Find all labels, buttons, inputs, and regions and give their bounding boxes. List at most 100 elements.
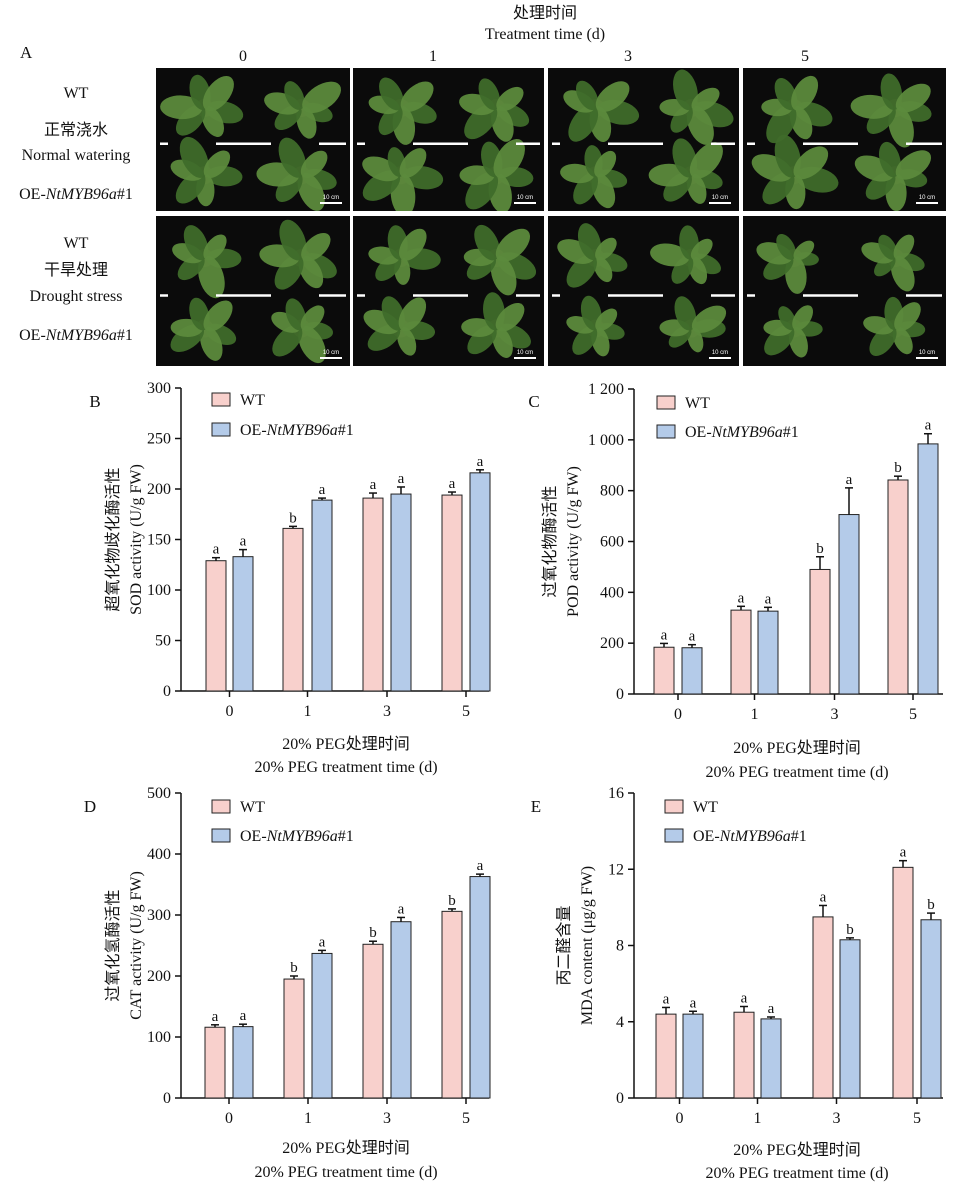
bar-wt-1 [730,609,752,695]
bar-wt-1 [283,978,305,1099]
bar-oe-1 [311,952,333,1099]
significance-letter: a [738,590,745,606]
bar-oe-0 [682,1013,704,1099]
leaf [595,237,617,261]
y-axis-label-cn: 丙二醛含量 [555,905,573,985]
legend-swatch-oe [211,828,231,843]
leaf [869,325,897,357]
leaf [686,173,707,204]
leaf [878,234,898,260]
y-tick-label: 600 [600,534,624,551]
legend-label-wt: WT [685,395,710,412]
legend-label-wt: WT [240,799,265,816]
x-axis-label-cn: 20% PEG处理时间 [733,739,861,757]
leaf [495,228,531,262]
significance-letter: b [289,510,297,526]
leaf [201,105,224,137]
day-label-3: 3 [624,48,632,65]
y-tick-label: 0 [616,1090,624,1107]
bar-oe-0 [232,1026,254,1099]
leaf [792,305,814,331]
x-tick-label: 3 [831,706,839,723]
significance-letter: b [846,922,854,938]
plant-illustration: 10 cm [357,224,540,359]
significance-letter: a [477,858,484,874]
bar-wt-3 [362,497,384,692]
plant-photo-r1-d1: 10 cm [353,68,544,211]
leaf [202,75,234,112]
leaf [673,69,698,111]
leaf [568,105,599,142]
bar-wt-3 [809,568,831,695]
bar-wt-5 [441,910,463,1099]
x-axis-label-cn: 20% PEG处理时间 [733,1141,861,1159]
y-tick-label: 0 [163,1090,171,1107]
significance-letter: a [900,845,907,861]
significance-letter: b [290,960,298,976]
leaf [179,136,209,178]
leaf [399,148,427,178]
leaf [175,172,206,204]
bar-oe-1 [757,610,779,695]
leaf [203,300,233,332]
legend-swatch-oe [656,424,676,439]
bar-oe-5 [917,443,939,695]
x-tick-label: 1 [754,1110,762,1127]
row2-condition-en: Drought stress [29,288,123,305]
row1-oe-label: OE-NtMYB96a#1 [19,186,133,203]
bar-wt-0 [204,1026,226,1099]
scale-bar-label: 10 cm [517,350,533,356]
significance-letter: a [319,482,326,498]
y-axis-label-en: CAT activity (U/g FW) [128,871,145,1020]
leaf [793,146,829,180]
legend-label-wt: WT [693,799,718,816]
plant-illustration: 10 cm [160,219,346,364]
legend-swatch-wt [211,392,231,407]
panel-d-letter: D [84,797,96,816]
x-axis-label-cn: 20% PEG处理时间 [282,1139,410,1157]
x-tick-label: 5 [913,1110,921,1127]
leaf [575,80,599,111]
bar-wt-0 [655,1013,677,1099]
leaf [895,150,932,180]
y-tick-label: 1 000 [588,432,624,449]
leaf [474,224,500,261]
leaf [878,141,901,178]
plant-photo-r1-d5: 10 cm [743,68,946,211]
y-tick-label: 100 [147,582,171,599]
significance-letter: a [212,1009,219,1025]
bar-oe-5 [469,472,491,692]
x-tick-label: 5 [462,1110,470,1127]
leaf [272,325,303,357]
significance-letter: a [398,471,405,487]
leaf [793,240,815,261]
significance-letter: a [370,477,377,493]
leaf [400,81,434,112]
leaf [594,150,617,178]
y-axis-label-en: POD activity (U/g FW) [565,466,582,617]
leaf [593,256,613,283]
bar-wt-5 [441,494,463,692]
bar-oe-3 [838,514,860,695]
panel-a-letter: A [20,43,33,62]
leaf [776,233,796,260]
scale-bar-label: 10 cm [919,350,935,356]
y-axis-label-en: MDA content (μg/g FW) [579,866,596,1025]
leaf [687,327,704,353]
x-tick-label: 5 [909,706,917,723]
bar-wt-1 [733,1011,755,1099]
row1-condition-cn: 正常浇水 [43,122,109,139]
leaf [399,228,427,261]
x-tick-label: 0 [674,706,682,723]
bar-wt-0 [653,646,675,695]
bar-oe-5 [469,876,491,1099]
row1-wt-label: WT [63,85,89,102]
leaf [296,106,317,139]
y-tick-label: 12 [608,861,624,878]
x-tick-label: 3 [383,1110,391,1127]
significance-letter: a [741,991,748,1007]
x-axis-label-cn: 20% PEG处理时间 [282,735,410,753]
day-label-1: 1 [429,48,437,65]
y-tick-label: 0 [616,686,624,703]
